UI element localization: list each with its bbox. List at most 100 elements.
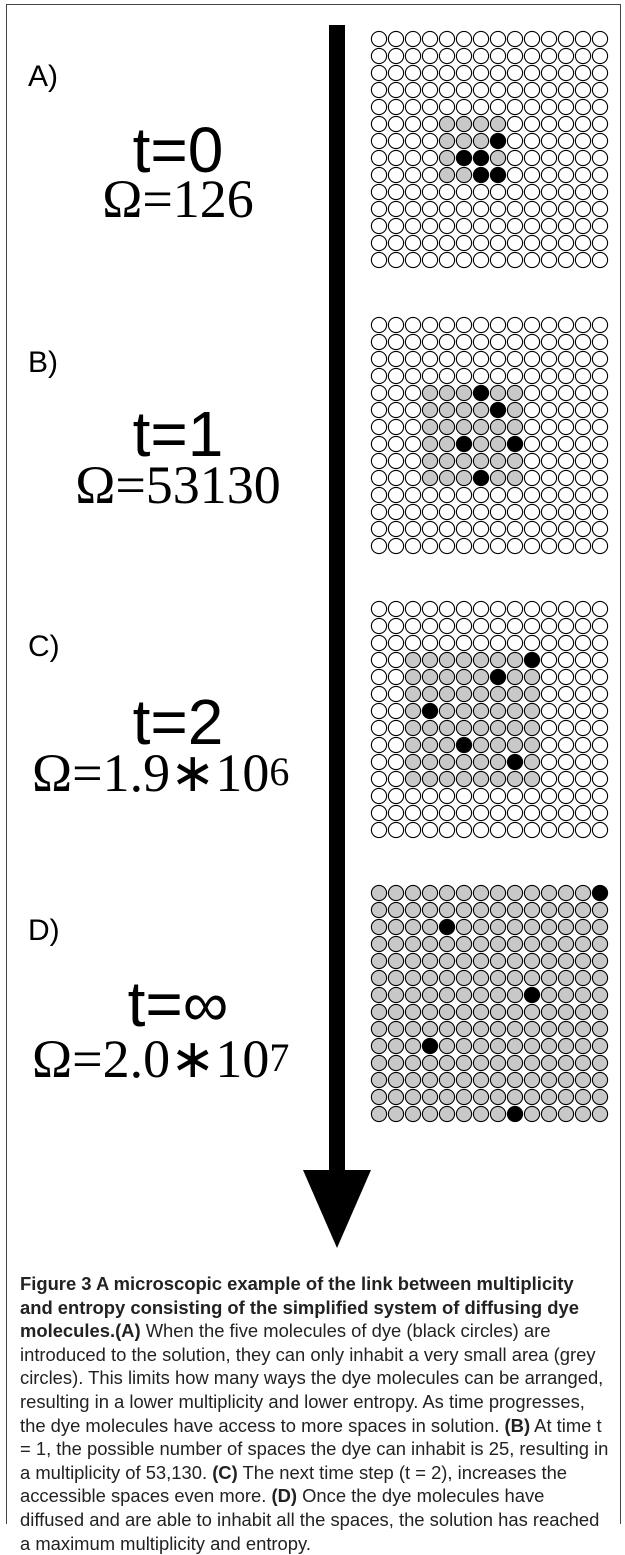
accessible-site [472,1105,490,1123]
accessible-site [489,384,507,402]
accessible-site [421,401,439,419]
empty-site [472,64,490,82]
empty-site [591,115,609,133]
dye-molecule [489,166,507,184]
dye-molecule [421,1037,439,1055]
empty-site [387,98,405,116]
accessible-site [506,685,524,703]
empty-site [557,384,575,402]
accessible-site [523,770,541,788]
empty-site [404,64,422,82]
empty-site [591,384,609,402]
dye-molecule [472,469,490,487]
accessible-site [455,1071,473,1089]
accessible-site [438,401,456,419]
accessible-site [489,969,507,987]
accessible-site [404,901,422,919]
empty-site [438,217,456,235]
empty-site [421,30,439,48]
empty-site [574,234,592,252]
accessible-site [455,166,473,184]
accessible-site [438,753,456,771]
empty-site [523,350,541,368]
empty-site [472,537,490,555]
empty-site [438,316,456,334]
empty-site [523,401,541,419]
empty-site [557,787,575,805]
empty-site [540,81,558,99]
accessible-site [506,1037,524,1055]
empty-site [523,617,541,635]
empty-site [438,486,456,504]
accessible-site [421,969,439,987]
accessible-site [404,1003,422,1021]
multiplicity-exponent-c: 6 [269,749,290,794]
empty-site [472,200,490,218]
empty-site [387,47,405,65]
accessible-site [455,1020,473,1038]
accessible-site [472,753,490,771]
empty-site [506,537,524,555]
accessible-site [557,969,575,987]
time-label-a: t=0 [132,114,224,186]
empty-site [540,183,558,201]
empty-site [557,770,575,788]
accessible-site [455,452,473,470]
empty-site [455,217,473,235]
accessible-site [404,952,422,970]
accessible-site [472,770,490,788]
empty-site [591,30,609,48]
accessible-site [523,1003,541,1021]
accessible-site [438,986,456,1004]
empty-site [370,316,388,334]
accessible-site [557,1105,575,1123]
multiplicity-label-c: Ω=1.9∗106 [32,746,332,800]
empty-site [421,367,439,385]
accessible-site [574,918,592,936]
empty-site [472,251,490,269]
accessible-site [455,935,473,953]
accessible-site [421,918,439,936]
empty-site [523,469,541,487]
accessible-site [540,884,558,902]
empty-site [404,183,422,201]
empty-site [540,401,558,419]
empty-site [404,787,422,805]
accessible-site [506,418,524,436]
accessible-site [489,736,507,754]
empty-site [489,503,507,521]
accessible-site [489,452,507,470]
empty-site [574,251,592,269]
empty-site [574,98,592,116]
empty-site [421,617,439,635]
empty-site [506,600,524,618]
accessible-site [540,1088,558,1106]
accessible-site [472,651,490,669]
empty-site [523,367,541,385]
empty-site [472,234,490,252]
empty-site [387,367,405,385]
accessible-site [455,418,473,436]
empty-site [421,634,439,652]
empty-site [506,149,524,167]
empty-site [540,821,558,839]
empty-site [540,435,558,453]
accessible-site [523,1105,541,1123]
accessible-site [523,901,541,919]
empty-site [506,367,524,385]
accessible-site [404,935,422,953]
empty-site [523,384,541,402]
accessible-site [455,132,473,150]
accessible-site [523,1037,541,1055]
empty-site [540,166,558,184]
empty-site [387,736,405,754]
empty-site [404,367,422,385]
accessible-site [506,668,524,686]
dye-molecule [421,702,439,720]
empty-site [421,166,439,184]
empty-site [421,81,439,99]
accessible-site [523,969,541,987]
empty-site [438,333,456,351]
empty-site [370,537,388,555]
empty-site [574,115,592,133]
